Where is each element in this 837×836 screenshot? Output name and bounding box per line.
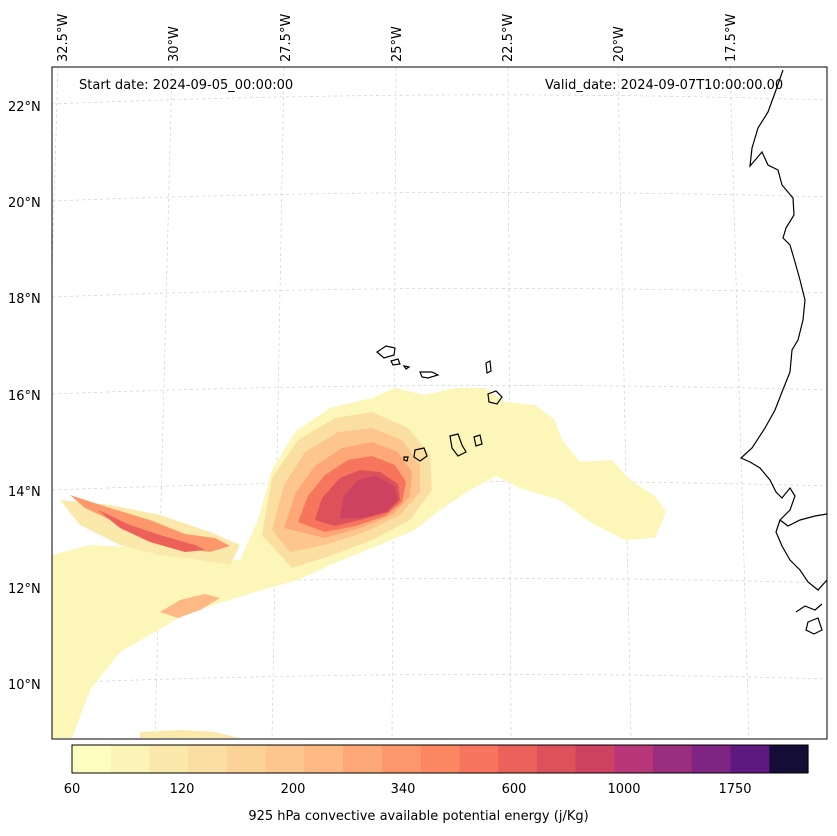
lat-label: 18°N [8, 292, 41, 307]
colorbar-tick-label: 120 [169, 782, 195, 797]
island-outlines [376, 345, 503, 462]
africa-coastline [739, 69, 827, 635]
lon-label: 32.5°W [56, 14, 71, 62]
colorbar-segment [614, 745, 654, 773]
colorbar-tick-label: 1750 [718, 782, 752, 797]
colorbar-segment [575, 745, 615, 773]
lon-label: 25°W [390, 26, 405, 62]
colorbar-segment [769, 745, 809, 773]
colorbar-tick-label: 60 [63, 782, 81, 797]
island-sal [485, 360, 492, 374]
valid-date-label: Valid_date: 2024-09-07T10:00:00.00 [545, 78, 784, 93]
colorbar-segment [188, 745, 228, 773]
lon-label: 30°W [167, 26, 182, 62]
colorbar-segment [149, 745, 189, 773]
cape-band-1000 [340, 476, 398, 518]
colorbar-tick-label: 1000 [607, 782, 641, 797]
island-fogo [413, 447, 428, 462]
island-maio [473, 434, 483, 447]
colorbar-border [71, 744, 809, 774]
lat-labels: 22°N 20°N 18°N 16°N 14°N 12°N 10°N [8, 100, 41, 693]
island-santo-antao [376, 345, 396, 359]
lon-label: 27.5°W [279, 14, 294, 62]
colorbar-segment [691, 745, 732, 773]
colorbar-segment [343, 745, 383, 773]
cape-band-60 [52, 388, 666, 738]
lat-label: 16°N [8, 389, 41, 404]
lat-label: 12°N [8, 582, 41, 597]
island-brava [403, 456, 409, 462]
island-boa-vista [487, 390, 503, 405]
island-santa-luzia [402, 365, 411, 370]
map-border [51, 66, 828, 740]
colorbar-segment [226, 745, 267, 773]
colorbar-segment [304, 745, 344, 773]
cape-band-filament-c [160, 594, 220, 618]
cape-band-filament-a [70, 495, 230, 552]
colorbar-segment [381, 745, 422, 773]
colorbar-segment [498, 745, 538, 773]
colorbar-segment [110, 745, 151, 773]
colorbar-title: 925 hPa convective available potential e… [248, 809, 589, 824]
colorbar-segment [265, 745, 306, 773]
island-santiago [449, 433, 467, 457]
colorbar-segment [536, 745, 577, 773]
lon-label: 20°W [612, 26, 627, 62]
lat-label: 14°N [8, 485, 41, 500]
island-sao-vicente [390, 358, 401, 366]
island-sao-nicolau [419, 371, 440, 379]
colorbar [72, 745, 809, 773]
colorbar-segment [653, 745, 693, 773]
colorbar-tick-label: 340 [390, 782, 416, 797]
lat-label: 20°N [8, 196, 41, 211]
colorbar-tick-label: 200 [280, 782, 306, 797]
cape-band-filament-b [98, 510, 205, 552]
colorbar-segment [420, 745, 460, 773]
lon-label: 17.5°W [724, 14, 739, 62]
lat-label: 22°N [8, 100, 41, 115]
lon-labels: 32.5°W 30°W 27.5°W 25°W 22.5°W 20°W 17.5… [56, 14, 739, 62]
lat-label: 10°N [8, 678, 41, 693]
start-date-label: Start date: 2024-09-05_00:00:00 [79, 78, 294, 93]
colorbar-tick-label: 600 [501, 782, 527, 797]
colorbar-segment [459, 745, 499, 773]
lon-label: 22.5°W [501, 14, 516, 62]
colorbar-segment [72, 745, 112, 773]
colorbar-segment [730, 745, 770, 773]
cape-band-south [140, 730, 240, 738]
cape-field [52, 388, 666, 738]
